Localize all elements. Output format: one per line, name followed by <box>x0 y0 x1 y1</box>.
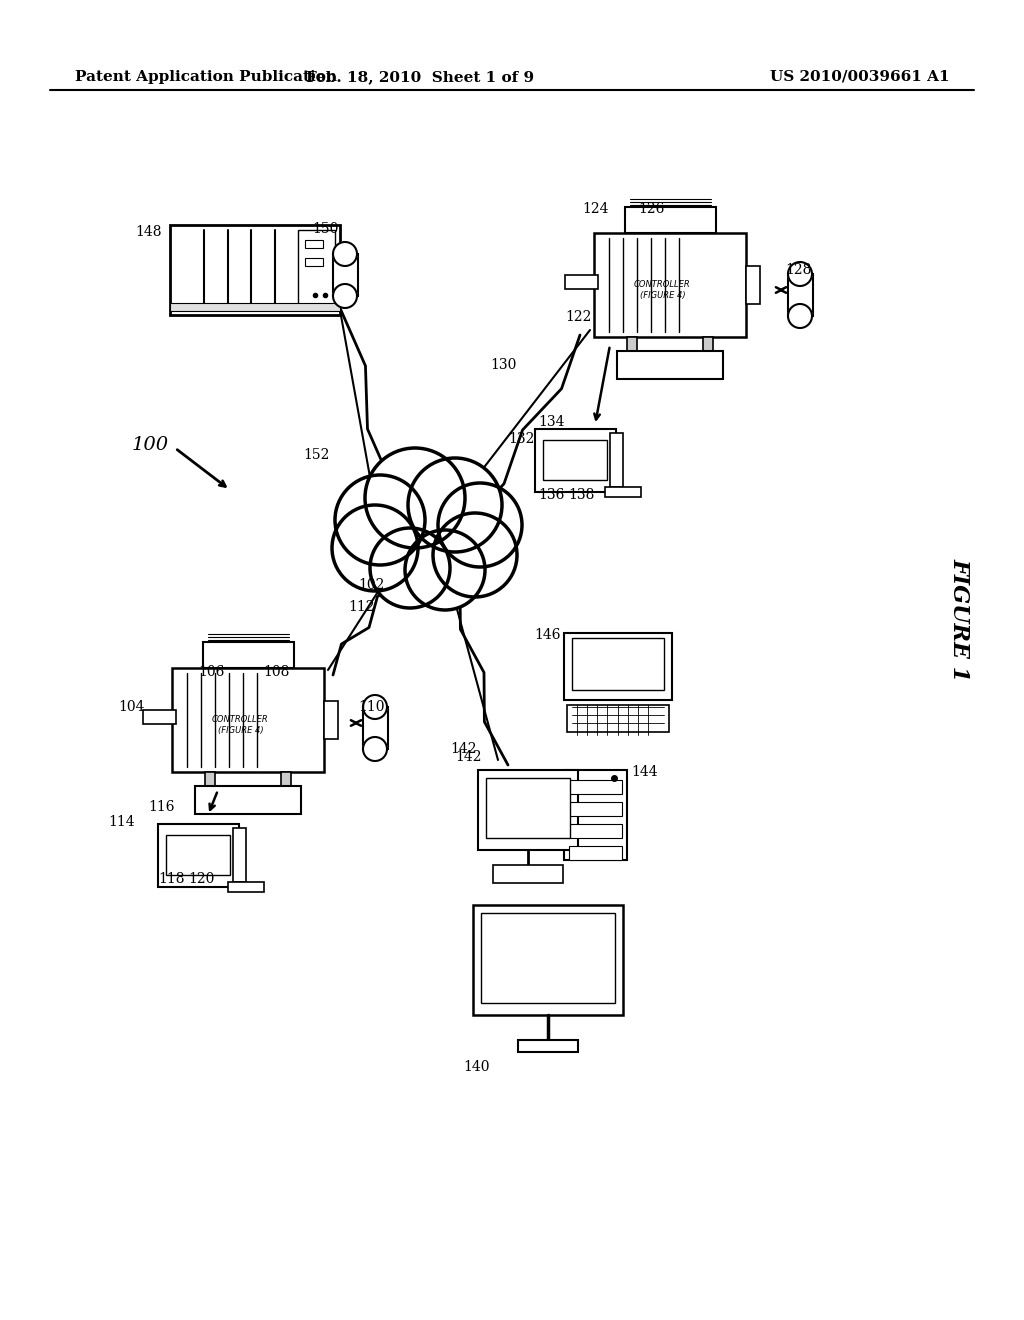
Circle shape <box>370 528 450 609</box>
Bar <box>617 351 723 379</box>
Text: 114: 114 <box>108 814 134 829</box>
Bar <box>572 638 664 690</box>
Bar <box>305 257 323 267</box>
Bar <box>610 433 623 487</box>
Text: CONTROLLER
(FIGURE 4): CONTROLLER (FIGURE 4) <box>634 280 691 300</box>
Bar <box>627 337 637 351</box>
Circle shape <box>362 737 387 762</box>
Text: 104: 104 <box>118 700 144 714</box>
Text: 120: 120 <box>188 873 214 886</box>
Bar <box>324 701 338 739</box>
Circle shape <box>788 304 812 327</box>
Bar <box>228 882 264 892</box>
Circle shape <box>406 531 485 610</box>
Bar <box>170 224 340 315</box>
Bar <box>569 780 622 795</box>
Bar <box>333 253 358 296</box>
Text: 126: 126 <box>638 202 665 216</box>
Text: 124: 124 <box>582 202 608 216</box>
Text: 106: 106 <box>198 665 224 678</box>
Text: 132: 132 <box>508 432 535 446</box>
Bar <box>473 906 623 1015</box>
Bar <box>478 770 578 850</box>
Bar <box>205 772 215 785</box>
Text: 128: 128 <box>785 263 811 277</box>
Bar <box>569 824 622 838</box>
Bar <box>564 770 627 861</box>
Text: 134: 134 <box>538 414 564 429</box>
Bar <box>564 634 672 700</box>
Bar <box>565 275 598 289</box>
Bar <box>788 275 813 315</box>
Text: 112: 112 <box>348 601 375 614</box>
Circle shape <box>408 458 502 552</box>
Text: 142: 142 <box>450 742 476 756</box>
Text: 136: 136 <box>538 488 564 502</box>
Text: 144: 144 <box>631 766 657 779</box>
Text: 138: 138 <box>568 488 594 502</box>
Text: Patent Application Publication: Patent Application Publication <box>75 70 337 84</box>
Bar <box>305 240 323 248</box>
Bar <box>166 836 230 875</box>
Bar <box>543 440 607 480</box>
Circle shape <box>788 261 812 286</box>
Text: 118: 118 <box>158 873 184 886</box>
Bar <box>569 846 622 861</box>
Bar <box>203 642 294 668</box>
Text: 142: 142 <box>455 750 481 764</box>
Circle shape <box>438 483 522 568</box>
Circle shape <box>332 506 418 591</box>
Circle shape <box>333 242 357 267</box>
Bar <box>594 234 746 337</box>
Bar <box>493 865 563 883</box>
Bar <box>298 230 335 310</box>
Bar <box>518 1040 578 1052</box>
Bar <box>172 668 324 772</box>
Bar <box>195 785 301 814</box>
Bar <box>746 267 760 304</box>
Text: 116: 116 <box>148 800 174 814</box>
Text: 122: 122 <box>565 310 592 323</box>
Text: CONTROLLER
(FIGURE 4): CONTROLLER (FIGURE 4) <box>212 715 268 735</box>
Bar <box>481 913 615 1003</box>
Text: 102: 102 <box>358 578 384 591</box>
Bar <box>233 828 246 882</box>
Bar <box>625 207 716 234</box>
Text: 100: 100 <box>132 436 169 454</box>
Text: 152: 152 <box>303 447 330 462</box>
Bar <box>535 429 616 492</box>
Bar <box>567 705 669 733</box>
Circle shape <box>362 696 387 719</box>
Text: 140: 140 <box>463 1060 489 1074</box>
Circle shape <box>333 284 357 308</box>
Text: FIGURE 1: FIGURE 1 <box>949 558 971 681</box>
Circle shape <box>335 475 425 565</box>
Text: 110: 110 <box>358 700 384 714</box>
Bar <box>362 708 388 748</box>
Circle shape <box>365 447 465 548</box>
Bar <box>569 803 622 816</box>
Text: US 2010/0039661 A1: US 2010/0039661 A1 <box>770 70 950 84</box>
Bar <box>170 304 340 312</box>
Bar <box>281 772 291 785</box>
Bar <box>605 487 641 498</box>
Bar <box>158 824 239 887</box>
Text: 150: 150 <box>312 222 338 236</box>
Bar <box>143 710 176 723</box>
Text: 108: 108 <box>263 665 290 678</box>
Bar <box>486 777 570 838</box>
Bar <box>703 337 713 351</box>
Text: 148: 148 <box>135 224 162 239</box>
Text: Feb. 18, 2010  Sheet 1 of 9: Feb. 18, 2010 Sheet 1 of 9 <box>306 70 535 84</box>
Text: 130: 130 <box>490 358 516 372</box>
Text: 146: 146 <box>534 628 560 642</box>
Circle shape <box>433 513 517 597</box>
